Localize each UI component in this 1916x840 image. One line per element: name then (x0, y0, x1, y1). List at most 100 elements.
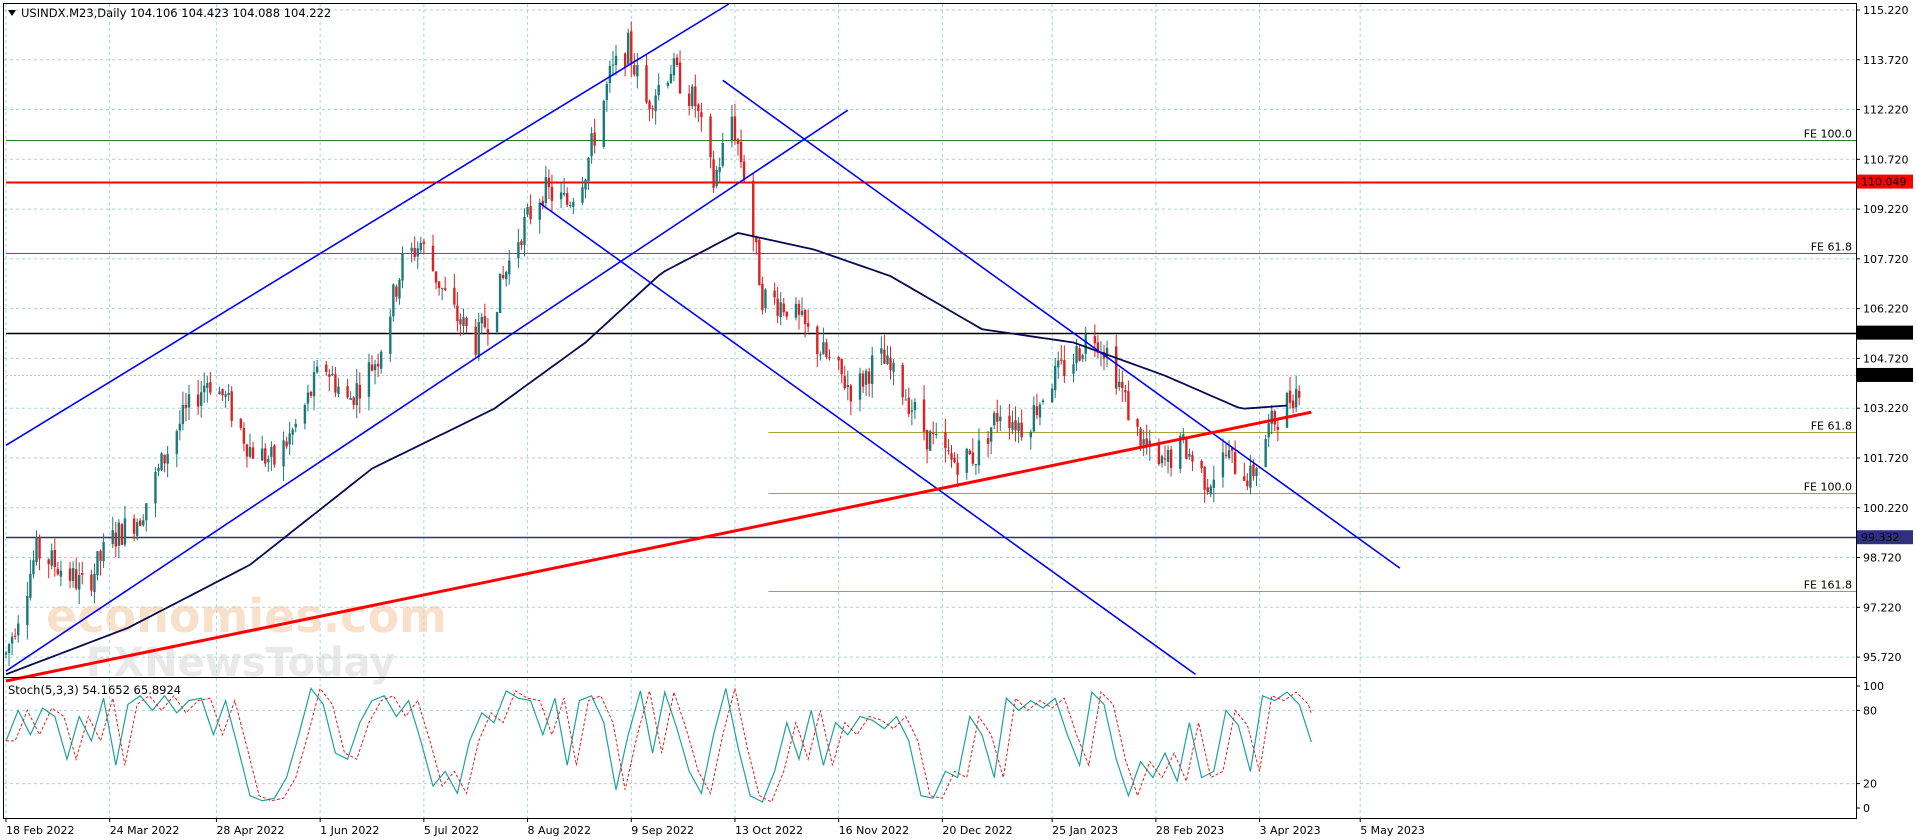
candle-body (700, 112, 703, 118)
candle (291, 427, 294, 446)
y-tick-label: 112.220 (1863, 104, 1909, 117)
candle-body (38, 536, 41, 559)
candle (1127, 380, 1130, 421)
candle (529, 194, 532, 225)
candle (486, 318, 490, 346)
candle-body (562, 192, 566, 195)
candle-body (910, 410, 914, 412)
dropdown-triangle-icon[interactable] (8, 10, 16, 16)
candle (675, 54, 679, 68)
candle-body (794, 303, 798, 318)
watermark-bottom: FXNewsToday (86, 640, 395, 686)
candle (956, 453, 959, 488)
candle (678, 50, 682, 95)
candle (648, 99, 651, 122)
channel-line (539, 202, 1196, 675)
candle (328, 369, 331, 392)
candle (953, 452, 956, 464)
candle-body (135, 522, 139, 536)
candle-body (752, 180, 755, 238)
candle (1163, 445, 1167, 466)
candle-body (803, 309, 807, 325)
candle-body (974, 464, 978, 466)
candle (346, 378, 349, 399)
candle (206, 375, 209, 403)
candle-body (999, 416, 1002, 422)
candle (691, 83, 694, 110)
indicator-grid (4, 678, 1856, 818)
candle-body (248, 447, 252, 457)
candle (1093, 324, 1097, 358)
candle (285, 436, 288, 449)
candle-body (1038, 404, 1042, 418)
trend-lines (5, 3, 1401, 683)
candle-body (175, 431, 178, 454)
candle (623, 52, 627, 77)
candle (74, 558, 78, 591)
candle (221, 388, 224, 401)
candle-body (453, 287, 456, 305)
candle (965, 447, 968, 480)
candle-body (996, 412, 999, 422)
candle-body (584, 180, 587, 190)
candle-body (434, 271, 438, 283)
price-axis[interactable]: 115.220 113.720 112.220 110.720 109.220 107.7… (1856, 4, 1909, 664)
candle (541, 196, 544, 210)
candle-body (715, 170, 718, 187)
candle (944, 418, 947, 463)
candle (352, 396, 355, 410)
candle (1008, 404, 1011, 440)
candle (196, 379, 200, 415)
candle (230, 386, 233, 428)
candle (550, 174, 554, 213)
candle-body (303, 405, 307, 424)
candle (139, 518, 142, 526)
candle (270, 441, 273, 472)
candle-body (590, 133, 593, 157)
candle (218, 386, 221, 395)
candle (581, 176, 584, 206)
candle-body (1060, 359, 1063, 361)
candle (1182, 427, 1185, 444)
candle (315, 359, 319, 374)
candle-body (1166, 449, 1170, 462)
candle (4, 650, 8, 659)
candle (224, 390, 227, 408)
candle (761, 276, 764, 315)
candle-body (1200, 460, 1203, 468)
indicator-axis[interactable]: 100 80 20 0 (1856, 680, 1884, 815)
candle-body (17, 623, 20, 636)
candle-body (1142, 439, 1145, 445)
candle (477, 312, 480, 361)
candle (184, 393, 188, 422)
candle (120, 523, 124, 546)
y-tick-label: 106.220 (1863, 303, 1909, 316)
candle-body (544, 177, 548, 204)
candle (132, 514, 136, 542)
candle-body (922, 399, 926, 432)
candle (538, 198, 541, 234)
candle (1221, 438, 1225, 488)
candle-body (605, 83, 609, 101)
candle (1166, 445, 1170, 474)
candle (1054, 357, 1057, 398)
candle (1224, 442, 1228, 459)
price-label-text: 99.332 (1861, 531, 1900, 544)
candle-body (871, 355, 874, 384)
candle-body (712, 159, 715, 188)
candle-body (74, 569, 78, 589)
candle (886, 345, 889, 366)
candle (1249, 455, 1252, 495)
candle (358, 372, 361, 414)
candle (288, 421, 291, 455)
candle-body (508, 260, 511, 275)
candle (398, 278, 401, 305)
candle-body (593, 132, 596, 146)
candle (858, 367, 862, 412)
time-axis[interactable]: 18 Feb 2022 24 Mar 2022 28 Apr 2022 1 Jun 2… (5, 818, 1425, 837)
candle-body (389, 316, 392, 354)
candle (437, 281, 441, 296)
candle (806, 309, 810, 332)
candle-body (1139, 428, 1142, 448)
